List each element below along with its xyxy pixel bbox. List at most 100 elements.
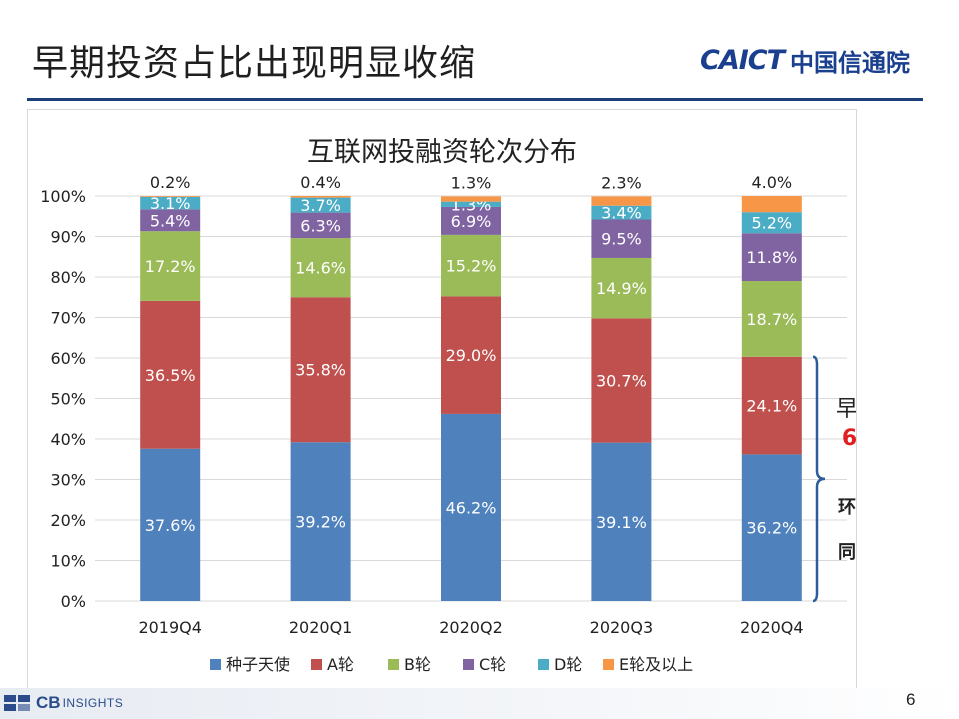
y-tick-label: 100% (40, 187, 86, 206)
x-tick-label: 2020Q4 (740, 618, 804, 637)
bar-segment-4 (290, 212, 351, 239)
data-label: 36.2% (746, 519, 797, 538)
data-label: 6.3% (300, 216, 341, 235)
chart-title: 互联网投融资轮次分布 (307, 137, 577, 168)
bar-segment-5 (290, 197, 351, 213)
bar-segment-1 (290, 442, 351, 601)
y-tick-label: 60% (50, 349, 86, 368)
bar-segment-5 (441, 201, 501, 207)
early-stage-bracket (812, 355, 826, 603)
x-tick-label: 2019Q4 (138, 618, 202, 637)
bar-segment-2 (140, 300, 201, 449)
yoy-label: 同比 (838, 542, 856, 563)
bar-segment-3 (591, 257, 652, 319)
legend-swatch-2 (311, 659, 322, 670)
bar-segment-1 (741, 454, 802, 601)
bar-segment-2 (591, 318, 652, 443)
y-tick-label: 50% (50, 390, 86, 409)
title-divider (27, 98, 923, 101)
data-label: 37.6% (145, 516, 196, 535)
bar-segment-6 (741, 196, 802, 213)
y-tick-label: 80% (50, 268, 86, 287)
data-label: 30.7% (596, 371, 647, 390)
bar-segment-4 (591, 219, 652, 258)
bar-segment-1 (441, 413, 501, 601)
legend-swatch-3 (388, 659, 399, 670)
x-tick-label: 2020Q3 (590, 618, 654, 637)
y-tick-label: 70% (50, 309, 86, 328)
data-label: 3.1% (150, 194, 191, 213)
bar-segment-6 (290, 196, 351, 198)
legend-label-3: B轮 (404, 655, 431, 674)
data-label: 11.8% (746, 248, 797, 267)
data-label: 39.2% (295, 513, 346, 532)
data-label: 6.9% (451, 212, 492, 231)
legend-label-5: D轮 (554, 655, 582, 674)
bar-segment-5 (140, 196, 201, 210)
bar-segment-3 (441, 234, 501, 297)
cb-insights-mark-icon (4, 695, 32, 711)
bar-segment-4 (441, 206, 501, 235)
data-label: 24.1% (746, 397, 797, 416)
data-label: 39.1% (596, 513, 647, 532)
legend-label-4: C轮 (479, 655, 506, 674)
data-label: 3.7% (300, 196, 341, 215)
bar-segment-3 (140, 231, 201, 301)
y-tick-label: 90% (50, 228, 86, 247)
data-label: 29.0% (446, 346, 497, 365)
chart-panel: 互联网投融资轮次分布 0% 10% 20% 30% 40% 50% 60% 70% 80% 90% 1… (27, 109, 857, 689)
bar-segment-6 (441, 196, 501, 202)
bar-segment-2 (290, 297, 351, 443)
early-stage-label: 早期投资 (836, 397, 856, 422)
bar-segment-6 (140, 196, 201, 197)
bar-segment-6 (591, 196, 652, 206)
legend-swatch-5 (538, 659, 549, 670)
data-label: 3.4% (601, 204, 642, 223)
footer-bar (0, 688, 959, 719)
data-label: 2.3% (601, 173, 642, 192)
round-distribution-chart: 互联网投融资轮次分布 0% 10% 20% 30% 40% 50% 60% 70% 80% 90% 1… (40, 137, 856, 674)
bar-segment-5 (741, 212, 802, 234)
data-label: 15.2% (446, 257, 497, 276)
data-label: 35.8% (295, 361, 346, 380)
bar-segment-2 (741, 356, 802, 455)
bar-segment-2 (441, 296, 501, 414)
legend-swatch-1 (210, 659, 221, 670)
y-tick-label: 20% (50, 511, 86, 530)
data-label: 18.7% (746, 310, 797, 329)
data-label: 0.4% (300, 173, 341, 192)
slide-title: 早期投资占比出现明显收缩 (32, 43, 477, 84)
cb-logo-bold: CB (36, 693, 61, 712)
cb-logo-text: INSIGHTS (62, 696, 124, 710)
data-label: 1.3% (451, 173, 492, 192)
data-label: 17.2% (145, 257, 196, 276)
bar-segment-3 (290, 238, 351, 298)
legend-swatch-4 (463, 659, 474, 670)
data-label: 46.2% (446, 498, 497, 517)
data-label: 14.6% (295, 259, 346, 278)
early-stage-value: 60.3% (842, 426, 856, 451)
legend-label-1: 种子天使 (226, 655, 290, 674)
data-label: 5.4% (150, 211, 191, 230)
bar-segment-1 (140, 448, 201, 601)
caict-logo-latin: CAICT (700, 44, 785, 76)
data-label: 36.5% (145, 366, 196, 385)
x-tick-label: 2020Q1 (289, 618, 353, 637)
bar-segment-3 (741, 281, 802, 357)
qoq-label: 环比 (838, 497, 856, 518)
bar-segment-4 (140, 209, 201, 232)
y-tick-label: 0% (61, 592, 86, 611)
data-label: 14.9% (596, 279, 647, 298)
bar-segment-4 (741, 233, 802, 282)
y-tick-label: 40% (50, 430, 86, 449)
bar-segment-1 (591, 442, 652, 601)
y-tick-label: 30% (50, 471, 86, 490)
caict-logo: CAICT 中国信通院 (700, 40, 910, 80)
caict-logo-chinese: 中国信通院 (790, 48, 910, 77)
data-label: 4.0% (751, 173, 792, 192)
data-label: 9.5% (601, 230, 642, 249)
x-tick-label: 2020Q2 (439, 618, 503, 637)
bar-segment-5 (591, 205, 652, 220)
data-label: 0.2% (150, 173, 191, 192)
cb-insights-logo: CB INSIGHTS (4, 693, 123, 713)
